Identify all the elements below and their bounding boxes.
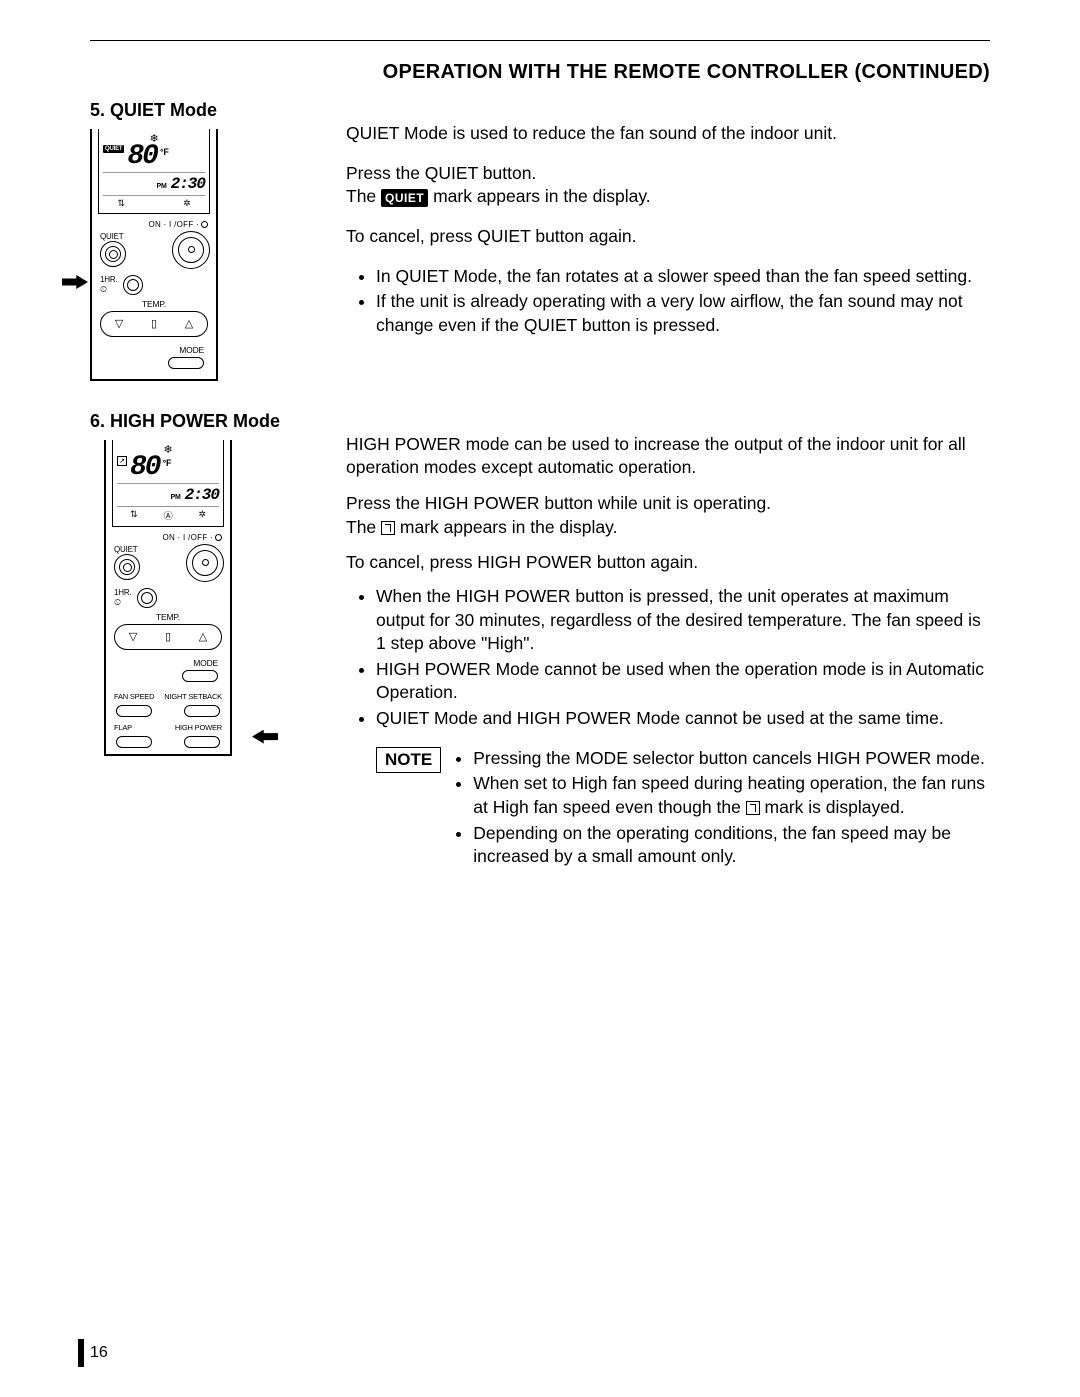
- flap-button[interactable]: [116, 736, 152, 748]
- hp-bullets: When the HIGH POWER button is pressed, t…: [346, 585, 990, 731]
- hp-heading: 6. HIGH POWER Mode: [90, 411, 310, 432]
- remote-hp: ❄ ↗ 80 °F PM 2:30 ⇅ Ⓐ ✲: [104, 440, 232, 756]
- lcd-unit: °F: [160, 147, 169, 157]
- lcd-unit-hp: °F: [163, 458, 172, 468]
- temp-down-icon: ▽: [129, 630, 137, 643]
- lcd-time-hp: 2:30: [185, 486, 219, 504]
- temp-bar-icon: ▯: [151, 317, 157, 330]
- note-1: Pressing the MODE selector button cancel…: [473, 747, 990, 771]
- lcd-display: ❄ QUIET 80 °F PM 2:30 ⇅: [98, 129, 210, 214]
- quiet-mark-inline: QUIET: [381, 189, 428, 207]
- lcd-temp: 80: [127, 145, 157, 169]
- hp-p2: Press the HIGH POWER button while unit i…: [346, 492, 990, 539]
- note-bullets: Pressing the MODE selector button cancel…: [455, 747, 990, 871]
- mode-button-hp[interactable]: [182, 670, 218, 682]
- fanspeed-label: FAN SPEED: [114, 692, 154, 701]
- fan-icon: ✲: [183, 198, 190, 209]
- page-mark: [78, 1339, 84, 1367]
- hp-badge: ↗: [117, 456, 127, 466]
- temp-rocker-hp[interactable]: ▽ ▯ △: [114, 624, 222, 650]
- quiet-badge: QUIET: [103, 145, 124, 153]
- auto-icon: Ⓐ: [164, 509, 173, 522]
- nightsetback-label: NIGHT SETBACK: [164, 692, 222, 701]
- lcd-temp-hp: 80: [130, 456, 160, 480]
- note-2: When set to High fan speed during heatin…: [473, 772, 990, 819]
- highpower-button[interactable]: [184, 736, 220, 748]
- mode-label: MODE: [92, 345, 204, 355]
- onoff-label-hp: ON · I /OFF ·: [106, 531, 230, 542]
- hp-b1: When the HIGH POWER button is pressed, t…: [376, 585, 990, 656]
- nightsetback-button[interactable]: [184, 705, 220, 717]
- quiet-p2: Press the QUIET button. The QUIET mark a…: [346, 162, 990, 209]
- hp-p1: HIGH POWER mode can be used to increase …: [346, 433, 990, 480]
- mode-label-hp: MODE: [106, 658, 218, 668]
- hp-mark-inline: [381, 521, 395, 535]
- hp-p3: To cancel, press HIGH POWER button again…: [346, 551, 990, 575]
- section-highpower: 6. HIGH POWER Mode ❄ ↗ 80 °F PM 2:30: [90, 411, 990, 871]
- quiet-p3: To cancel, press QUIET button again.: [346, 225, 990, 249]
- quiet-b1: In QUIET Mode, the fan rotates at a slow…: [376, 265, 990, 289]
- quiet-btn-label-hp: QUIET: [114, 545, 180, 554]
- top-rule: [90, 40, 990, 41]
- flap-label: FLAP: [114, 723, 132, 732]
- quiet-b2: If the unit is already operating with a …: [376, 290, 990, 337]
- temp-label: TEMP.: [92, 297, 216, 309]
- page-title: OPERATION WITH THE REMOTE CONTROLLER (CO…: [90, 61, 990, 84]
- temp-up-icon: △: [199, 630, 207, 643]
- note-box: NOTE: [376, 747, 441, 773]
- lcd-time: 2:30: [171, 175, 205, 193]
- lcd-display-hp: ❄ ↗ 80 °F PM 2:30 ⇅ Ⓐ ✲: [112, 440, 224, 527]
- lcd-pm-hp: PM: [170, 494, 180, 501]
- quiet-button-hp[interactable]: [114, 554, 140, 580]
- quiet-button[interactable]: [100, 241, 126, 267]
- temp-up-icon: △: [185, 317, 193, 330]
- fanspeed-button[interactable]: [116, 705, 152, 717]
- swing-icon: ⇅: [118, 198, 125, 209]
- mode-button[interactable]: [168, 357, 204, 369]
- hp-b3: QUIET Mode and HIGH POWER Mode cannot be…: [376, 707, 990, 731]
- arrow-hp-indicator: [252, 730, 278, 744]
- quiet-btn-label: QUIET: [100, 232, 166, 241]
- quiet-p1: QUIET Mode is used to reduce the fan sou…: [346, 122, 990, 146]
- swing-icon: ⇅: [130, 509, 137, 522]
- hp-mark-inline2: [746, 801, 760, 815]
- power-button-hp[interactable]: [186, 544, 224, 582]
- temp-bar-icon: ▯: [165, 630, 171, 643]
- hr-button[interactable]: [123, 275, 143, 295]
- temp-down-icon: ▽: [115, 317, 123, 330]
- highpower-label: HIGH POWER: [175, 723, 222, 732]
- hr-label-hp: 1HR.⏲: [114, 588, 131, 608]
- snowflake-icon: ❄: [163, 443, 172, 456]
- hr-label: 1HR.⏲: [100, 275, 117, 295]
- quiet-heading: 5. QUIET Mode: [90, 100, 310, 121]
- remote-quiet: ❄ QUIET 80 °F PM 2:30 ⇅: [90, 129, 218, 381]
- page-number: 16: [90, 1344, 108, 1362]
- power-button[interactable]: [172, 231, 210, 269]
- fan-icon: ✲: [199, 509, 206, 522]
- hp-b2: HIGH POWER Mode cannot be used when the …: [376, 658, 990, 705]
- hr-button-hp[interactable]: [137, 588, 157, 608]
- arrow-quiet-indicator: [62, 275, 88, 289]
- quiet-bullets: In QUIET Mode, the fan rotates at a slow…: [346, 265, 990, 338]
- temp-label-hp: TEMP.: [106, 610, 230, 622]
- section-quiet: 5. QUIET Mode ❄ QUIET 80 °F PM 2:30: [90, 100, 990, 381]
- note-3: Depending on the operating conditions, t…: [473, 822, 990, 869]
- lcd-pm: PM: [156, 183, 166, 190]
- onoff-label: ON · I /OFF ·: [92, 218, 216, 229]
- temp-rocker[interactable]: ▽ ▯ △: [100, 311, 208, 337]
